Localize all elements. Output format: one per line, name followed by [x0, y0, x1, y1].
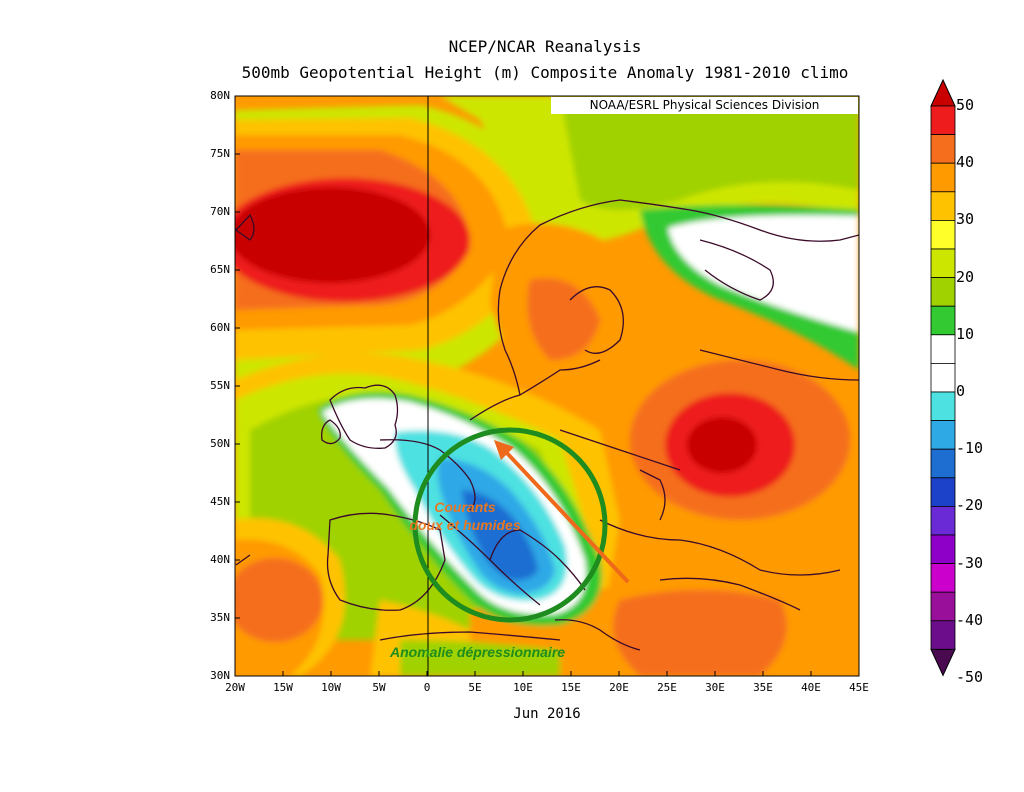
y-tick-label: 80N: [210, 89, 230, 102]
colorbar-segment: [930, 534, 956, 565]
x-tick-label: 15E: [561, 681, 581, 694]
x-tick-label: 5E: [468, 681, 482, 694]
colorbar-segment: [930, 219, 956, 250]
colorbar-label: 20: [956, 267, 975, 286]
x-tick-label: 10W: [321, 681, 341, 694]
colorbar-label: 0: [956, 382, 966, 400]
y-tick-label: 50N: [210, 437, 230, 450]
anomaly-field: [235, 96, 859, 676]
colorbar-segment: [930, 420, 956, 450]
y-tick-label: 40N: [210, 553, 230, 566]
colorbar-segment: [930, 591, 956, 622]
y-tick-label: 60N: [210, 321, 230, 334]
colorbar-label: -50: [956, 668, 984, 686]
anomaly-circle: [412, 427, 608, 623]
x-tick-label: 25E: [657, 681, 677, 694]
colorbar-segment: [930, 563, 956, 593]
flow-arrow-head: [494, 440, 514, 460]
colorbar-segment: [930, 248, 956, 279]
colorbar-label: -30: [956, 553, 984, 572]
axis-ticks: [234, 95, 860, 677]
x-tick-label: 0: [423, 681, 431, 694]
colorbar-label: 50: [956, 96, 975, 114]
y-tick-label: 35N: [210, 611, 230, 624]
x-tick-label: 5W: [372, 681, 386, 694]
colorbar-top-arrow: [930, 78, 956, 107]
y-tick-label: 70N: [210, 205, 230, 218]
y-tick-label: 55N: [210, 379, 230, 392]
title-line-1: NCEP/NCAR Reanalysis: [448, 37, 642, 56]
currents-annotation: Courants doux et humides: [390, 498, 540, 534]
colorbar-segment: [930, 305, 956, 336]
colorbar: [930, 78, 956, 677]
colorbar-segment: [930, 105, 956, 136]
x-tick-label: 35E: [753, 681, 773, 694]
x-tick-label: 30E: [705, 681, 725, 694]
x-tick-label: 20W: [225, 681, 245, 694]
y-tick-label: 45N: [210, 495, 230, 508]
colorbar-segment: [930, 134, 956, 164]
colorbar-label: -20: [956, 496, 984, 515]
colorbar-segment: [930, 620, 956, 650]
coastlines: [235, 199, 859, 651]
x-tick-label: 10E: [513, 681, 533, 694]
x-tick-label: 40E: [801, 681, 821, 694]
x-tick-label: 15W: [273, 681, 293, 694]
colorbar-label: 40: [956, 153, 975, 172]
currents-line-2: doux et humides: [409, 517, 521, 533]
x-tick-label: 45E: [849, 681, 869, 694]
anomaly-annotation: Anomalie dépressionnaire: [390, 644, 566, 660]
colorbar-segment: [930, 362, 956, 393]
currents-line-1: Courants: [434, 499, 496, 515]
colorbar-segment: [930, 477, 956, 507]
title-line-2: 500mb Geopotential Height (m) Composite …: [241, 63, 849, 82]
colorbar-segment: [930, 505, 956, 536]
flow-arrow-shaft: [504, 450, 630, 584]
y-tick-label: 65N: [210, 263, 230, 276]
colorbar-segment: [930, 391, 956, 422]
credit-label: NOAA/ESRL Physical Sciences Division: [551, 97, 858, 114]
colorbar-label: 10: [956, 324, 975, 343]
colorbar-label: 30: [956, 210, 975, 229]
y-tick-label: 30N: [210, 669, 230, 682]
y-tick-label: 75N: [210, 147, 230, 160]
colorbar-segment: [930, 277, 956, 307]
colorbar-segment: [930, 191, 956, 221]
period-label: Jun 2016: [513, 706, 581, 722]
colorbar-segment: [930, 334, 956, 364]
colorbar-label: -40: [956, 610, 984, 629]
x-tick-label: 20E: [609, 681, 629, 694]
colorbar-label: -10: [956, 439, 984, 458]
colorbar-segment: [930, 162, 956, 193]
colorbar-segment: [930, 448, 956, 479]
colorbar-bottom-arrow: [930, 648, 956, 677]
